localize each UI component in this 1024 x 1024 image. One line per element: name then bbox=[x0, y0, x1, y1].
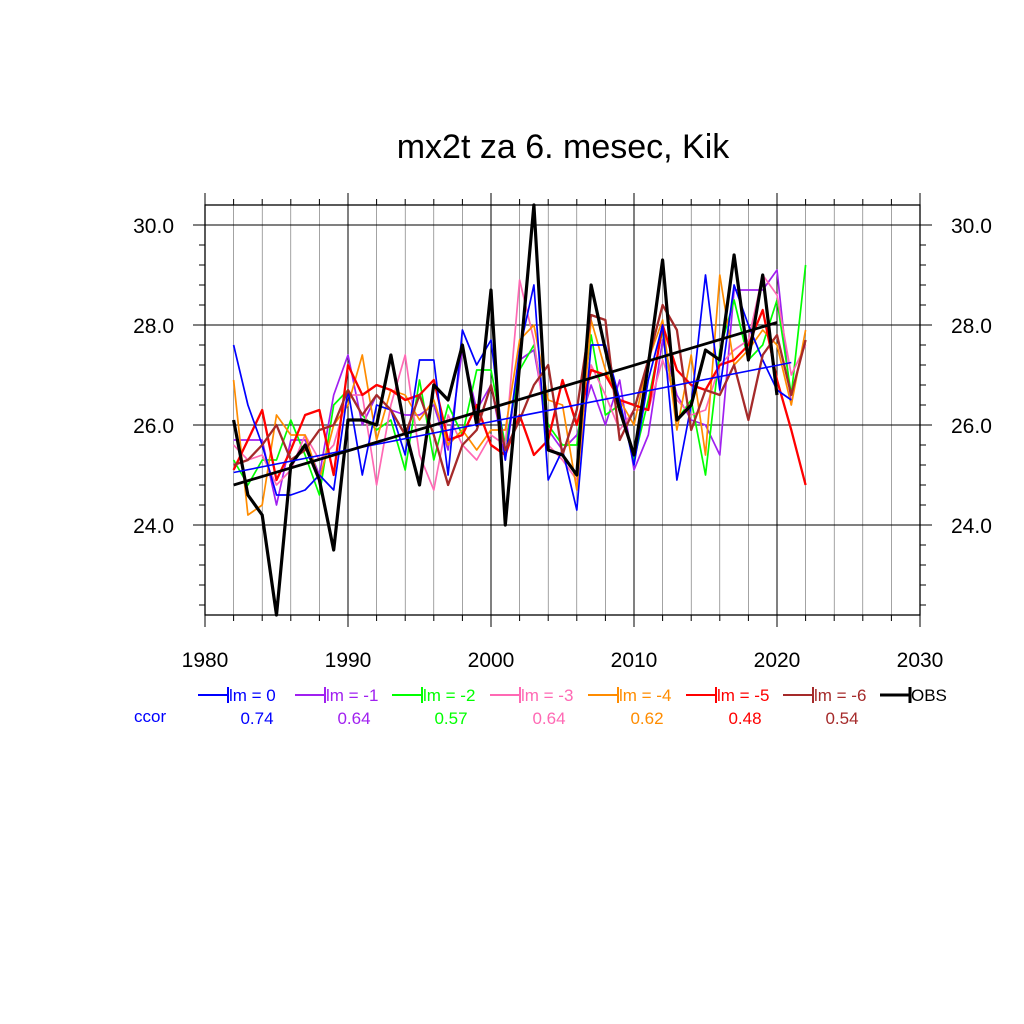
ccor-value-1: 0.64 bbox=[337, 709, 370, 728]
ccor-value-3: 0.64 bbox=[532, 709, 565, 728]
x-tick-label: 2020 bbox=[754, 649, 801, 672]
trend-line-0 bbox=[233, 361, 792, 474]
y-tick-label-right: 24.0 bbox=[951, 515, 992, 538]
y-tick-label-left: 28.0 bbox=[133, 315, 174, 338]
axis-ticks: 1980 1990 2000 2010 2020 2030 24.0 24.0 26.0 26.0… bbox=[133, 193, 992, 672]
series-line-6 bbox=[233, 303, 807, 487]
y-tick-label-right: 26.0 bbox=[951, 415, 992, 438]
ccor-value-2: 0.57 bbox=[434, 709, 467, 728]
x-tick-label: 2010 bbox=[611, 649, 658, 672]
ccor-value-0: 0.74 bbox=[240, 709, 273, 728]
trend-lines bbox=[233, 321, 792, 487]
trend-line-7 bbox=[233, 321, 778, 487]
chart-title: mx2t za 6. mesec, Kik bbox=[397, 128, 731, 166]
series-line-7 bbox=[232, 203, 779, 617]
x-tick-label: 2000 bbox=[468, 649, 515, 672]
ccor-label: ccor bbox=[134, 707, 166, 726]
legend-label-4: lm = -4 bbox=[619, 686, 671, 705]
legend: lm = 0 0.74 lm = -1 0.64 lm = -2 0.57 lm = -3 0… bbox=[198, 686, 947, 728]
y-tick-label-left: 30.0 bbox=[133, 215, 174, 238]
y-tick-label-left: 26.0 bbox=[133, 415, 174, 438]
x-tick-label: 1980 bbox=[182, 649, 229, 672]
plot-frame bbox=[204, 204, 921, 616]
y-tick-label-right: 30.0 bbox=[951, 215, 992, 238]
x-tick-label: 1990 bbox=[325, 649, 372, 672]
legend-label-6: lm = -6 bbox=[814, 686, 866, 705]
ccor-value-4: 0.62 bbox=[630, 709, 663, 728]
legend-label-3: lm = -3 bbox=[521, 686, 573, 705]
legend-label-0: lm = 0 bbox=[229, 686, 276, 705]
legend-label-1: lm = -1 bbox=[326, 686, 378, 705]
y-tick-label-right: 28.0 bbox=[951, 315, 992, 338]
series-line-4 bbox=[232, 274, 807, 516]
legend-label-7: OBS bbox=[911, 686, 947, 705]
ccor-value-6: 0.54 bbox=[825, 709, 858, 728]
legend-label-5: lm = -5 bbox=[717, 686, 769, 705]
y-tick-label-left: 24.0 bbox=[133, 515, 174, 538]
legend-label-2: lm = -2 bbox=[423, 686, 475, 705]
ccor-value-5: 0.48 bbox=[728, 709, 761, 728]
x-tick-label: 2030 bbox=[897, 649, 944, 672]
series-line-0 bbox=[232, 274, 792, 511]
